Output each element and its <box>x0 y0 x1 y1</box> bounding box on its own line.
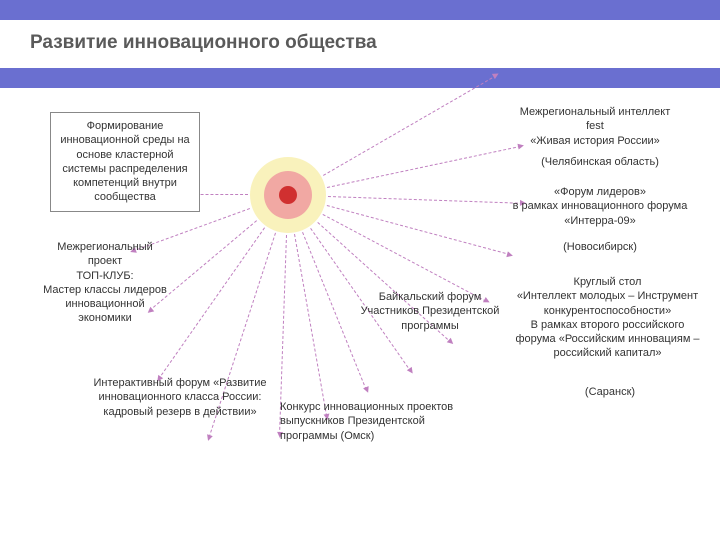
ray-arrowhead <box>407 367 415 375</box>
slide: Развитие инновационного общества Формиро… <box>0 0 720 540</box>
ray <box>323 75 497 176</box>
ray-arrowhead <box>447 338 455 346</box>
ray <box>302 232 367 390</box>
ray <box>327 146 521 188</box>
text-box-b1: Формирование инновационной среды на осно… <box>50 112 200 212</box>
ray <box>294 234 327 416</box>
text-box-b3: Интерактивный форум «Развитие инновацион… <box>90 376 270 419</box>
text-box-b5: Байкальский форум Участников Президентск… <box>360 290 500 333</box>
text-box-r5: Круглый стол «Интеллект молодых – Инстру… <box>510 275 705 361</box>
slide-title: Развитие инновационного общества <box>30 32 377 54</box>
header-bar-bottom <box>0 68 720 88</box>
text-box-r3: «Форум лидеров» в рамках инновационного … <box>510 185 690 228</box>
text-box-r2: (Челябинская область) <box>520 155 680 169</box>
text-box-r6: (Саранск) <box>560 385 660 399</box>
text-box-r1: Межрегиональный интеллект fest «Живая ис… <box>510 105 680 148</box>
text-box-b4: Конкурс инновационных проектов выпускник… <box>280 400 460 443</box>
header-bar-top <box>0 0 720 20</box>
ray-arrowhead <box>363 386 371 394</box>
header: Развитие инновационного общества <box>0 0 720 90</box>
ray-arrowhead <box>506 251 513 258</box>
text-box-r4: (Новосибирск) <box>540 240 660 254</box>
center-circle <box>250 157 326 233</box>
ray-arrowhead <box>205 434 213 442</box>
content-area: Формирование инновационной среды на осно… <box>0 100 720 540</box>
text-box-b2: Межрегиональный проект ТОП-КЛУБ: Мастер … <box>40 240 170 326</box>
ray <box>328 196 523 204</box>
ray <box>158 227 265 379</box>
